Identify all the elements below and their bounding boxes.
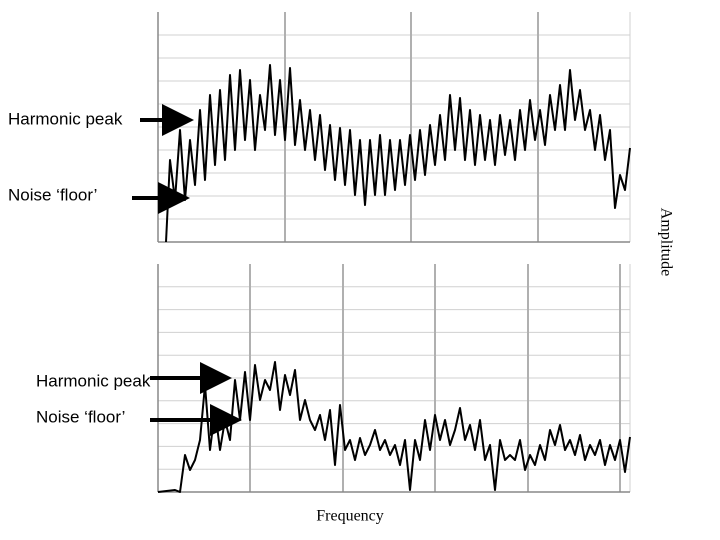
bottom-harmonic-label: Harmonic peak [36, 371, 151, 390]
x-axis-label: Frequency [316, 508, 384, 525]
top-harmonic-label: Harmonic peak [8, 109, 123, 128]
top-spectrum [165, 64, 631, 243]
y-axis-label: Amplitude [657, 208, 674, 276]
bottom-spectrum [157, 361, 631, 493]
top-noise-label: Noise ‘floor’ [8, 185, 97, 204]
bottom-noise-label: Noise ‘floor’ [36, 407, 125, 426]
